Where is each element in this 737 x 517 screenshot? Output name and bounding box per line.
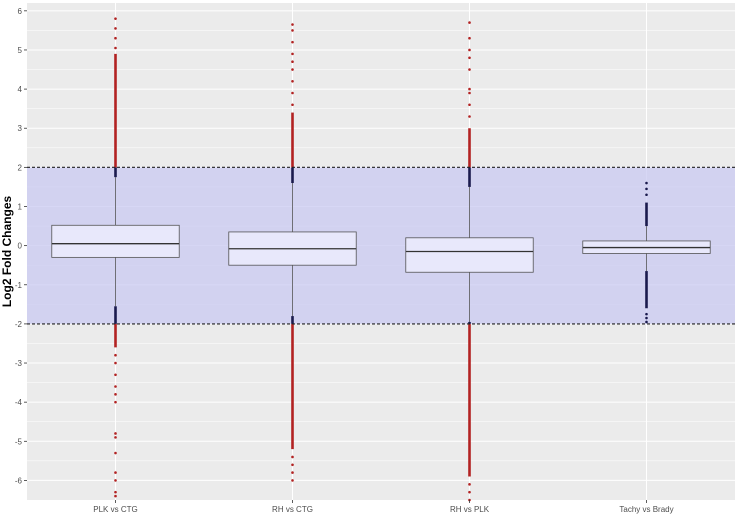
outlier-point xyxy=(114,353,117,357)
y-tick-label: 3 xyxy=(18,124,23,133)
outlier-point xyxy=(114,436,117,439)
outlier-point xyxy=(114,373,117,377)
outlier-point xyxy=(291,79,294,83)
y-tick-label: -3 xyxy=(15,359,23,368)
outlier-point xyxy=(645,312,648,316)
outlier-point xyxy=(291,60,294,64)
outlier-point xyxy=(645,193,648,197)
outlier-point xyxy=(291,40,294,44)
y-tick-label: 6 xyxy=(18,7,23,16)
x-tick-label: Tachy vs Brady xyxy=(619,505,673,514)
x-tick-label: PLK vs CTG xyxy=(93,505,137,514)
outlier-point xyxy=(468,115,471,118)
y-tick-label: -6 xyxy=(15,476,23,485)
outlier-point xyxy=(291,463,294,467)
outlier-point xyxy=(114,479,117,482)
y-tick-label: 0 xyxy=(18,242,23,251)
y-axis-label: Log2 Fold Changes xyxy=(0,196,14,308)
outlier-point xyxy=(114,46,117,50)
outlier-point xyxy=(291,103,294,107)
x-axis: PLK vs CTG RH vs CTG RH vs PLK Tachy vs Bra… xyxy=(93,500,674,514)
outlier-point xyxy=(114,471,117,474)
box-group xyxy=(582,181,711,324)
box-iqr xyxy=(51,224,180,258)
y-axis: -6 -5 -4 -3 -2 -1 0 1 2 3 4 5 6 xyxy=(15,7,27,485)
outlier-point xyxy=(645,316,648,320)
y-tick-label: 4 xyxy=(18,85,23,94)
outlier-point xyxy=(468,483,471,486)
outlier-point xyxy=(645,181,648,185)
outlier-point xyxy=(114,17,117,20)
outlier-point xyxy=(291,68,294,71)
outlier-point xyxy=(645,187,648,191)
outlier-point xyxy=(291,23,294,26)
outlier-point xyxy=(468,56,471,60)
y-tick-label: 2 xyxy=(18,163,23,172)
outlier-point xyxy=(114,393,117,396)
outlier-point xyxy=(468,490,471,494)
outlier-point xyxy=(114,494,117,498)
outlier-point xyxy=(291,455,294,459)
outlier-point xyxy=(468,91,471,95)
outlier-point xyxy=(114,490,117,494)
y-tick-label: -4 xyxy=(15,398,23,407)
y-tick-label: -5 xyxy=(15,437,23,446)
outlier-point xyxy=(645,320,648,324)
outlier-point xyxy=(114,451,117,455)
outlier-point xyxy=(114,36,117,40)
y-tick-label: -2 xyxy=(15,320,23,329)
outlier-point xyxy=(114,432,117,435)
outlier-point xyxy=(468,68,471,71)
boxes-layer xyxy=(51,17,711,502)
outlier-point xyxy=(468,87,471,91)
outlier-point xyxy=(291,479,294,482)
box-iqr xyxy=(405,237,534,273)
box-group xyxy=(51,17,180,498)
outlier-point xyxy=(468,48,471,52)
outlier-point xyxy=(468,21,471,24)
y-tick-label: -1 xyxy=(15,281,23,290)
outlier-point xyxy=(468,36,471,40)
outlier-point xyxy=(291,91,294,95)
outlier-point xyxy=(291,29,294,32)
outlier-point xyxy=(114,400,117,404)
y-tick-label: 5 xyxy=(18,46,23,55)
x-tick-label: RH vs CTG xyxy=(272,505,313,514)
outlier-point xyxy=(468,103,471,107)
outlier-point xyxy=(114,385,117,388)
box-group xyxy=(405,21,534,502)
outlier-point xyxy=(114,27,117,30)
x-tick-label: RH vs PLK xyxy=(450,505,490,514)
y-tick-label: 1 xyxy=(18,202,23,211)
box-group xyxy=(228,23,357,482)
outlier-point xyxy=(291,52,294,56)
outlier-point xyxy=(291,471,294,474)
outlier-point xyxy=(114,361,117,365)
